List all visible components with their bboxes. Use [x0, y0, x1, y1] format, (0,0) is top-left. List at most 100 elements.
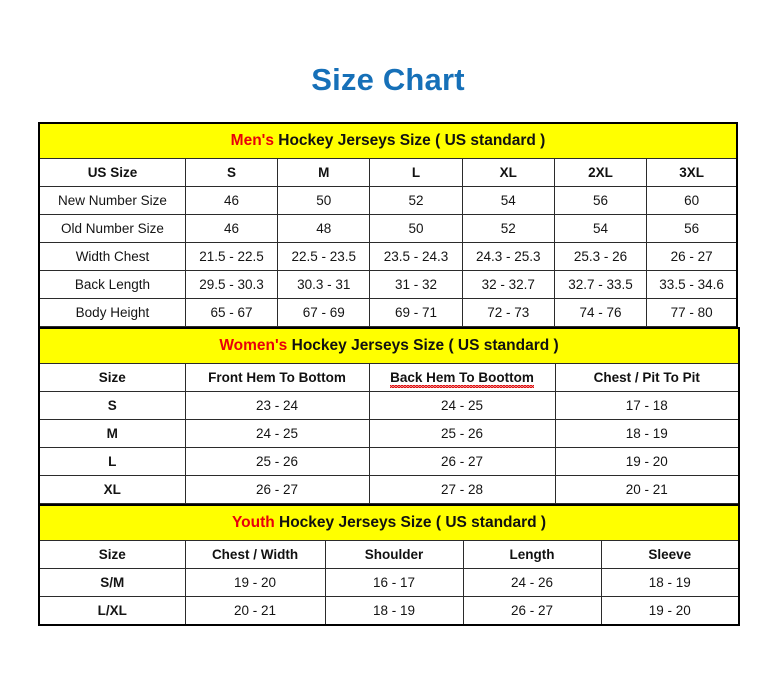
mens-banner-cell: Men's Hockey Jerseys Size ( US standard … [39, 122, 737, 159]
mens-cell-3-1: 30.3 - 31 [277, 270, 371, 299]
youth-col-header-0: Size [38, 540, 186, 569]
mens-row-label-1: Old Number Size [38, 214, 186, 243]
mens-cell-1-1: 48 [277, 214, 371, 243]
mens-cell-1-4: 54 [553, 214, 648, 243]
womens-cell-2-2: 19 - 20 [554, 447, 740, 476]
womens-row-label-1: M [38, 419, 186, 448]
mens-col-header-3: L [369, 158, 463, 187]
womens-banner-accent: Women's [219, 337, 288, 354]
youth-cell-0-3: 18 - 19 [600, 568, 740, 597]
mens-cell-0-5: 60 [646, 186, 738, 215]
womens-col-header-3: Chest / Pit To Pit [554, 363, 740, 392]
womens-cell-3-2: 20 - 21 [554, 475, 740, 504]
womens-size-table: Women's Hockey Jerseys Size ( US standar… [38, 327, 740, 504]
mens-row-label-0: New Number Size [38, 186, 186, 215]
youth-section-banner: Youth Hockey Jerseys Size ( US standard … [39, 504, 740, 541]
youth-banner-accent: Youth [231, 514, 275, 531]
mens-cell-2-2: 23.5 - 24.3 [369, 242, 463, 271]
youth-row-label-1: L/XL [38, 596, 186, 626]
womens-col-header-2-text: Back Hem To Boottom [390, 370, 534, 385]
mens-cell-2-4: 25.3 - 26 [553, 242, 648, 271]
womens-cell-3-0: 26 - 27 [184, 475, 370, 504]
spellcheck-squiggle-icon [390, 385, 534, 388]
womens-cell-3-1: 27 - 28 [368, 475, 556, 504]
womens-banner-rest: Hockey Jerseys Size ( US standard ) [287, 337, 559, 354]
youth-cell-0-1: 16 - 17 [324, 568, 464, 597]
mens-cell-4-5: 77 - 80 [646, 298, 738, 327]
womens-col-header-2: Back Hem To Boottom [368, 363, 556, 392]
mens-column-header-row: US Size S M L XL 2XL 3XL [38, 158, 738, 187]
womens-col-header-1: Front Hem To Bottom [184, 363, 370, 392]
womens-cell-0-2: 17 - 18 [554, 391, 740, 420]
mens-col-header-4: XL [461, 158, 555, 187]
youth-cell-1-2: 26 - 27 [462, 596, 602, 626]
mens-banner-rest: Hockey Jerseys Size ( US standard ) [273, 132, 546, 149]
mens-cell-3-5: 33.5 - 34.6 [646, 270, 738, 299]
womens-cell-1-2: 18 - 19 [554, 419, 740, 448]
size-tables-container: Men's Hockey Jerseys Size ( US standard … [38, 122, 741, 626]
mens-cell-0-4: 56 [553, 186, 648, 215]
table-row: New Number Size 46 50 52 54 56 60 [38, 186, 738, 215]
table-row: Width Chest 21.5 - 22.5 22.5 - 23.5 23.5… [38, 242, 738, 271]
youth-col-header-2: Shoulder [324, 540, 464, 569]
womens-cell-0-0: 23 - 24 [184, 391, 370, 420]
womens-cell-1-1: 25 - 26 [368, 419, 556, 448]
womens-column-header-row: Size Front Hem To Bottom Back Hem To Boo… [38, 363, 740, 392]
table-row: S/M 19 - 20 16 - 17 24 - 26 18 - 19 [38, 568, 740, 597]
mens-cell-4-4: 74 - 76 [553, 298, 648, 327]
mens-cell-3-3: 32 - 32.7 [461, 270, 555, 299]
youth-cell-1-0: 20 - 21 [184, 596, 326, 626]
table-row: L 25 - 26 26 - 27 19 - 20 [38, 447, 740, 476]
mens-col-header-2: M [277, 158, 371, 187]
mens-size-table: Men's Hockey Jerseys Size ( US standard … [38, 122, 738, 327]
mens-cell-2-5: 26 - 27 [646, 242, 738, 271]
youth-col-header-1: Chest / Width [184, 540, 326, 569]
mens-cell-0-1: 50 [277, 186, 371, 215]
mens-cell-3-2: 31 - 32 [369, 270, 463, 299]
mens-cell-2-0: 21.5 - 22.5 [184, 242, 279, 271]
table-row: S 23 - 24 24 - 25 17 - 18 [38, 391, 740, 420]
mens-cell-4-0: 65 - 67 [184, 298, 279, 327]
mens-col-header-0: US Size [38, 158, 186, 187]
womens-col-header-0: Size [38, 363, 186, 392]
youth-cell-0-2: 24 - 26 [462, 568, 602, 597]
mens-row-label-3: Back Length [38, 270, 186, 299]
mens-col-header-1: S [184, 158, 279, 187]
table-row: L/XL 20 - 21 18 - 19 26 - 27 19 - 20 [38, 596, 740, 626]
mens-cell-4-3: 72 - 73 [461, 298, 555, 327]
mens-cell-3-0: 29.5 - 30.3 [184, 270, 279, 299]
womens-cell-0-1: 24 - 25 [368, 391, 556, 420]
mens-col-header-5: 2XL [553, 158, 648, 187]
mens-cell-1-2: 50 [369, 214, 463, 243]
youth-cell-1-1: 18 - 19 [324, 596, 464, 626]
youth-row-label-0: S/M [38, 568, 186, 597]
youth-cell-1-3: 19 - 20 [600, 596, 740, 626]
mens-section-banner: Men's Hockey Jerseys Size ( US standard … [39, 122, 737, 159]
womens-banner-cell: Women's Hockey Jerseys Size ( US standar… [39, 327, 739, 364]
table-row: M 24 - 25 25 - 26 18 - 19 [38, 419, 740, 448]
mens-banner-accent: Men's [230, 132, 274, 149]
womens-row-label-0: S [38, 391, 186, 420]
mens-cell-1-5: 56 [646, 214, 738, 243]
table-row: Body Height 65 - 67 67 - 69 69 - 71 72 -… [38, 298, 738, 327]
table-row: Old Number Size 46 48 50 52 54 56 [38, 214, 738, 243]
youth-banner-rest: Hockey Jerseys Size ( US standard ) [274, 514, 547, 531]
youth-banner-cell: Youth Hockey Jerseys Size ( US standard … [39, 504, 740, 541]
table-row: Back Length 29.5 - 30.3 30.3 - 31 31 - 3… [38, 270, 738, 299]
mens-cell-2-1: 22.5 - 23.5 [277, 242, 371, 271]
youth-col-header-4: Sleeve [600, 540, 740, 569]
mens-cell-4-1: 67 - 69 [277, 298, 371, 327]
youth-column-header-row: Size Chest / Width Shoulder Length Sleev… [38, 540, 740, 569]
womens-row-label-2: L [38, 447, 186, 476]
mens-cell-2-3: 24.3 - 25.3 [461, 242, 555, 271]
page-title: Size Chart [311, 62, 465, 97]
youth-col-header-3: Length [462, 540, 602, 569]
womens-cell-1-0: 24 - 25 [184, 419, 370, 448]
womens-cell-2-0: 25 - 26 [184, 447, 370, 476]
mens-cell-0-3: 54 [461, 186, 555, 215]
table-row: XL 26 - 27 27 - 28 20 - 21 [38, 475, 740, 504]
womens-section-banner: Women's Hockey Jerseys Size ( US standar… [39, 327, 739, 364]
mens-cell-0-0: 46 [184, 186, 279, 215]
mens-cell-3-4: 32.7 - 33.5 [553, 270, 648, 299]
